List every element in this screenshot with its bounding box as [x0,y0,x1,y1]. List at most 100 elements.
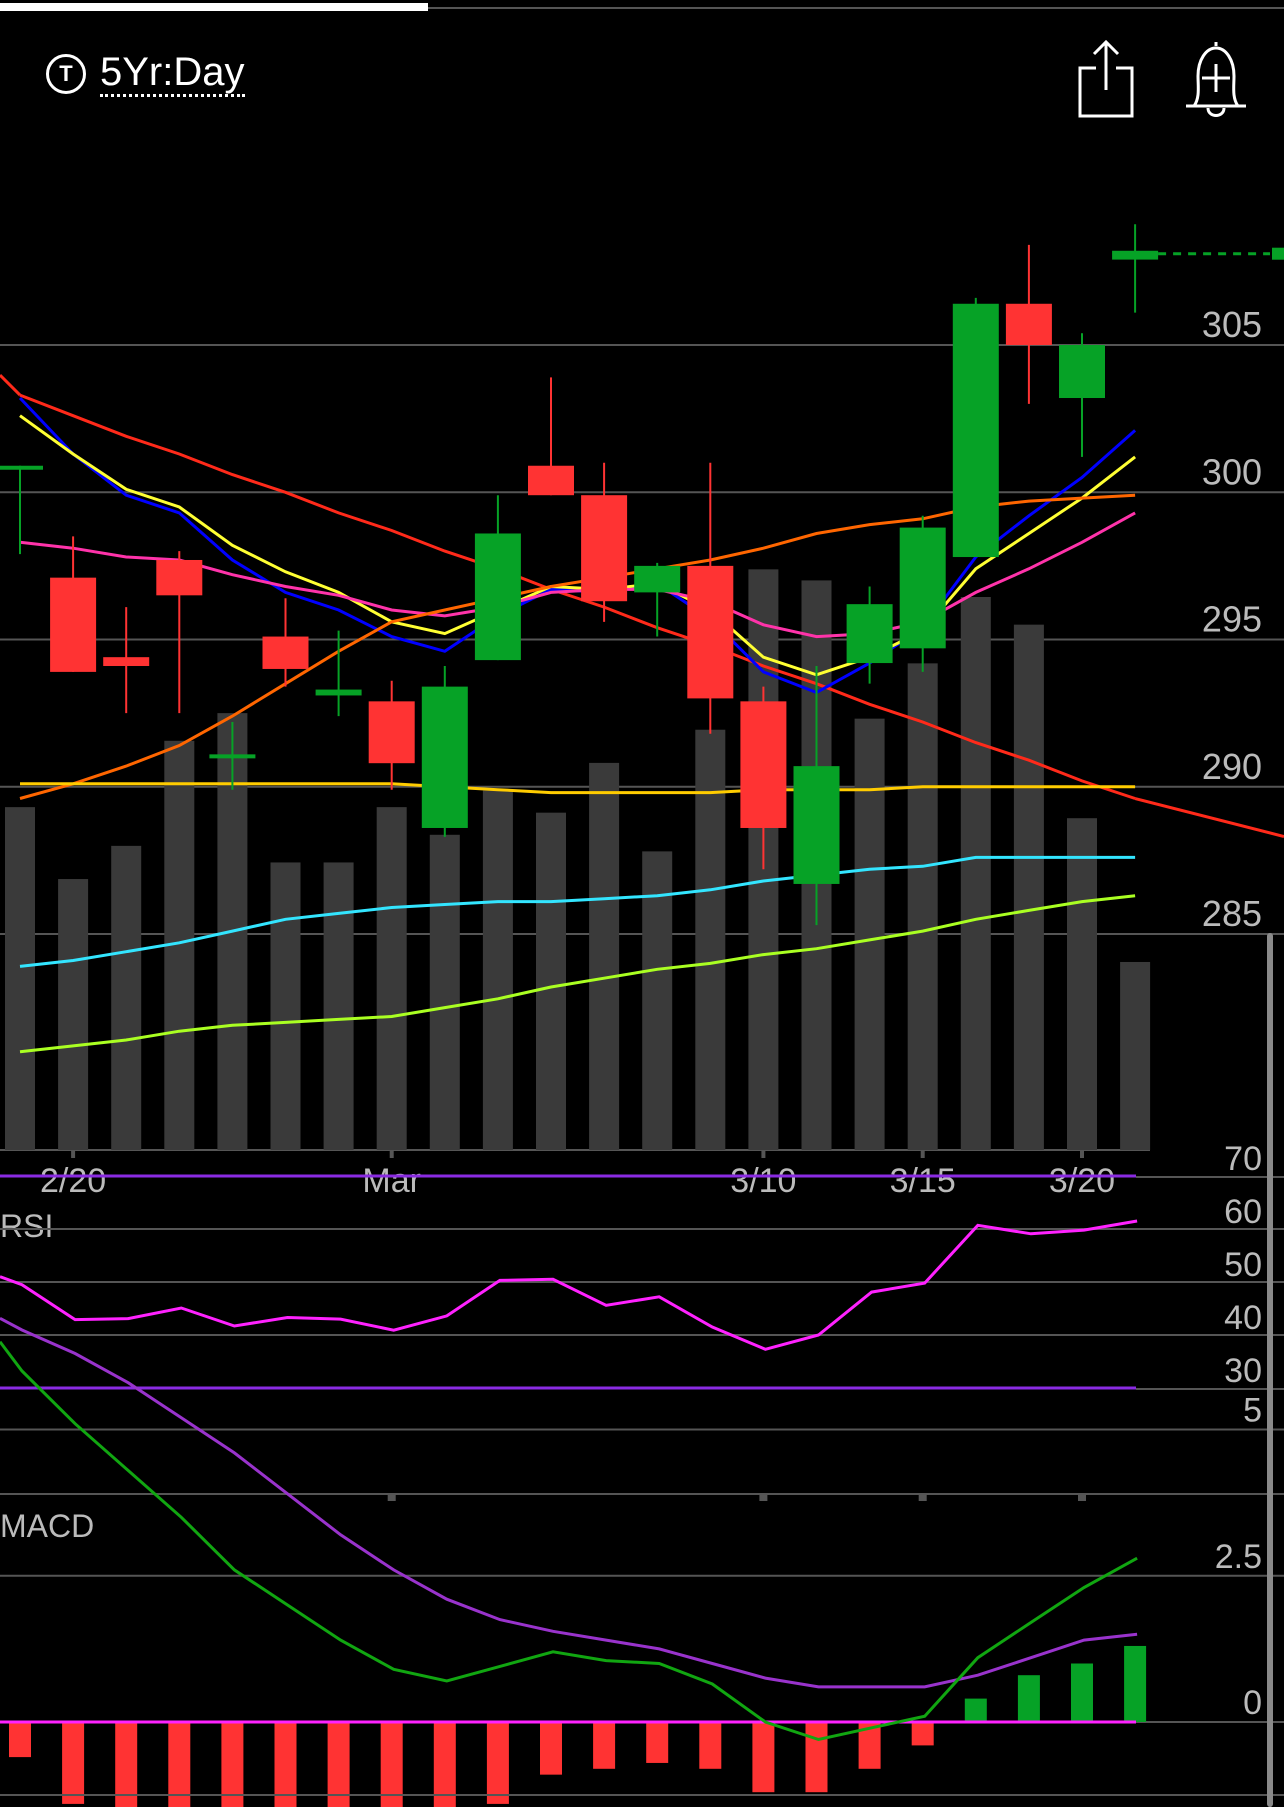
macd-line [0,1340,1138,1742]
rsi-tick-label: 60 [1224,1193,1262,1231]
timeframe-icon: T [46,53,86,94]
macd-tick-label: 0 [1243,1684,1262,1722]
volume-bar [376,807,407,1150]
macd-label: MACD [0,1508,94,1544]
rsi-label: RSI [0,1208,53,1244]
progress-fill [0,3,428,11]
macd-histogram-bar [221,1722,244,1807]
macd-histogram-bar [1071,1663,1093,1722]
macd-histogram-bar [327,1722,350,1807]
rsi-tick-label: 50 [1224,1246,1262,1284]
macd-tick-label: 2.5 [1215,1538,1262,1576]
trend-line-right-ext [1134,797,1284,838]
candle-down [103,657,150,667]
rsi-x-tick [759,1495,768,1501]
macd-signal-line [0,1316,1138,1689]
candle-down [581,495,628,602]
macd-histogram-bar [62,1722,85,1804]
macd-histogram-bar [752,1722,775,1793]
share-icon [1078,39,1134,118]
moving-average-line [19,894,1136,1054]
candle-down [687,565,734,699]
candle-down [740,701,787,828]
volume-bar [5,807,35,1150]
candle-up [0,465,43,470]
share-button[interactable] [1076,38,1136,118]
moving-average-line [19,511,1136,639]
macd-histogram-bar [805,1722,828,1793]
moving-average-line [19,493,1136,800]
rsi-line [0,1219,1138,1351]
rsi-x-tick [918,1495,927,1501]
candle-up [1059,345,1105,399]
volume-bar [960,597,991,1150]
candle-down [368,701,415,764]
candle-up [421,686,468,828]
moving-average-line [19,855,1136,968]
candle-up [899,527,946,649]
page-progress-bar [0,0,1284,11]
macd-histogram-bar [911,1722,934,1746]
timeframe-selector[interactable]: T 5Yr:Day [46,50,245,97]
rsi-x-tick [387,1495,396,1501]
moving-average-line [19,393,1136,800]
rsi-x-tick [1078,1495,1086,1501]
macd-histogram-bar [380,1722,403,1807]
volume-bar [695,729,726,1150]
volume-bar [589,762,620,1150]
volume-bar [111,845,142,1150]
rsi-tick-label: 70 [1224,1140,1262,1178]
volume-bar [907,663,938,1150]
candle-up [315,689,362,696]
volume-bar [1120,961,1151,1150]
macd-histogram-bar [9,1722,31,1758]
volume-bar [58,879,89,1150]
macd-histogram-bar [433,1722,456,1807]
macd-histogram-bar [964,1698,987,1722]
macd-histogram-bar [1017,1675,1040,1722]
last-price-marker [1272,247,1284,260]
volume-bar [854,718,885,1150]
progress-track [0,7,1284,9]
candle-up [793,766,840,884]
add-alert-button[interactable] [1180,38,1252,122]
macd-histogram-bar [486,1722,509,1804]
macd-histogram-bar [540,1722,562,1775]
macd-histogram-bar [115,1722,138,1807]
price-tick-label: 300 [1202,451,1262,492]
x-tick-label: Mar [362,1162,421,1200]
volume-bar [1013,624,1044,1150]
price-tick-label: 285 [1202,893,1262,934]
chart-header: T 5Yr:Day [0,30,1284,130]
macd-histogram-bar [168,1722,191,1807]
volume-bar [1067,818,1097,1150]
candle-up [474,533,521,661]
macd-histogram-bar [1124,1645,1147,1722]
candle-down [528,465,574,496]
moving-average-line [19,414,1137,677]
volume-bar [323,862,354,1150]
price-tick-label: 295 [1202,599,1262,640]
candle-down [156,559,203,596]
macd-histogram-bar [593,1722,616,1769]
macd-tick-label: 5 [1243,1392,1262,1430]
price-tick-label: 305 [1202,304,1262,345]
candle-up [1112,250,1159,260]
volume-bar [270,862,301,1150]
candle-down [1005,303,1052,345]
candle-down [50,577,97,672]
macd-histogram-bar [699,1722,722,1769]
price-tick-label: 290 [1202,746,1262,787]
candle-down [262,636,309,669]
vertical-scrollbar[interactable] [1267,933,1273,1807]
x-tick-label: 3/20 [1049,1162,1115,1200]
x-tick-label: 3/15 [890,1162,956,1200]
candle-up [209,754,256,759]
volume-bar [536,812,566,1150]
rsi-tick-label: 30 [1224,1352,1262,1390]
trend-line-left-ext [0,374,22,397]
candle-up [952,303,999,558]
x-tick-label: 2/20 [40,1162,106,1200]
volume-bar [482,790,513,1150]
